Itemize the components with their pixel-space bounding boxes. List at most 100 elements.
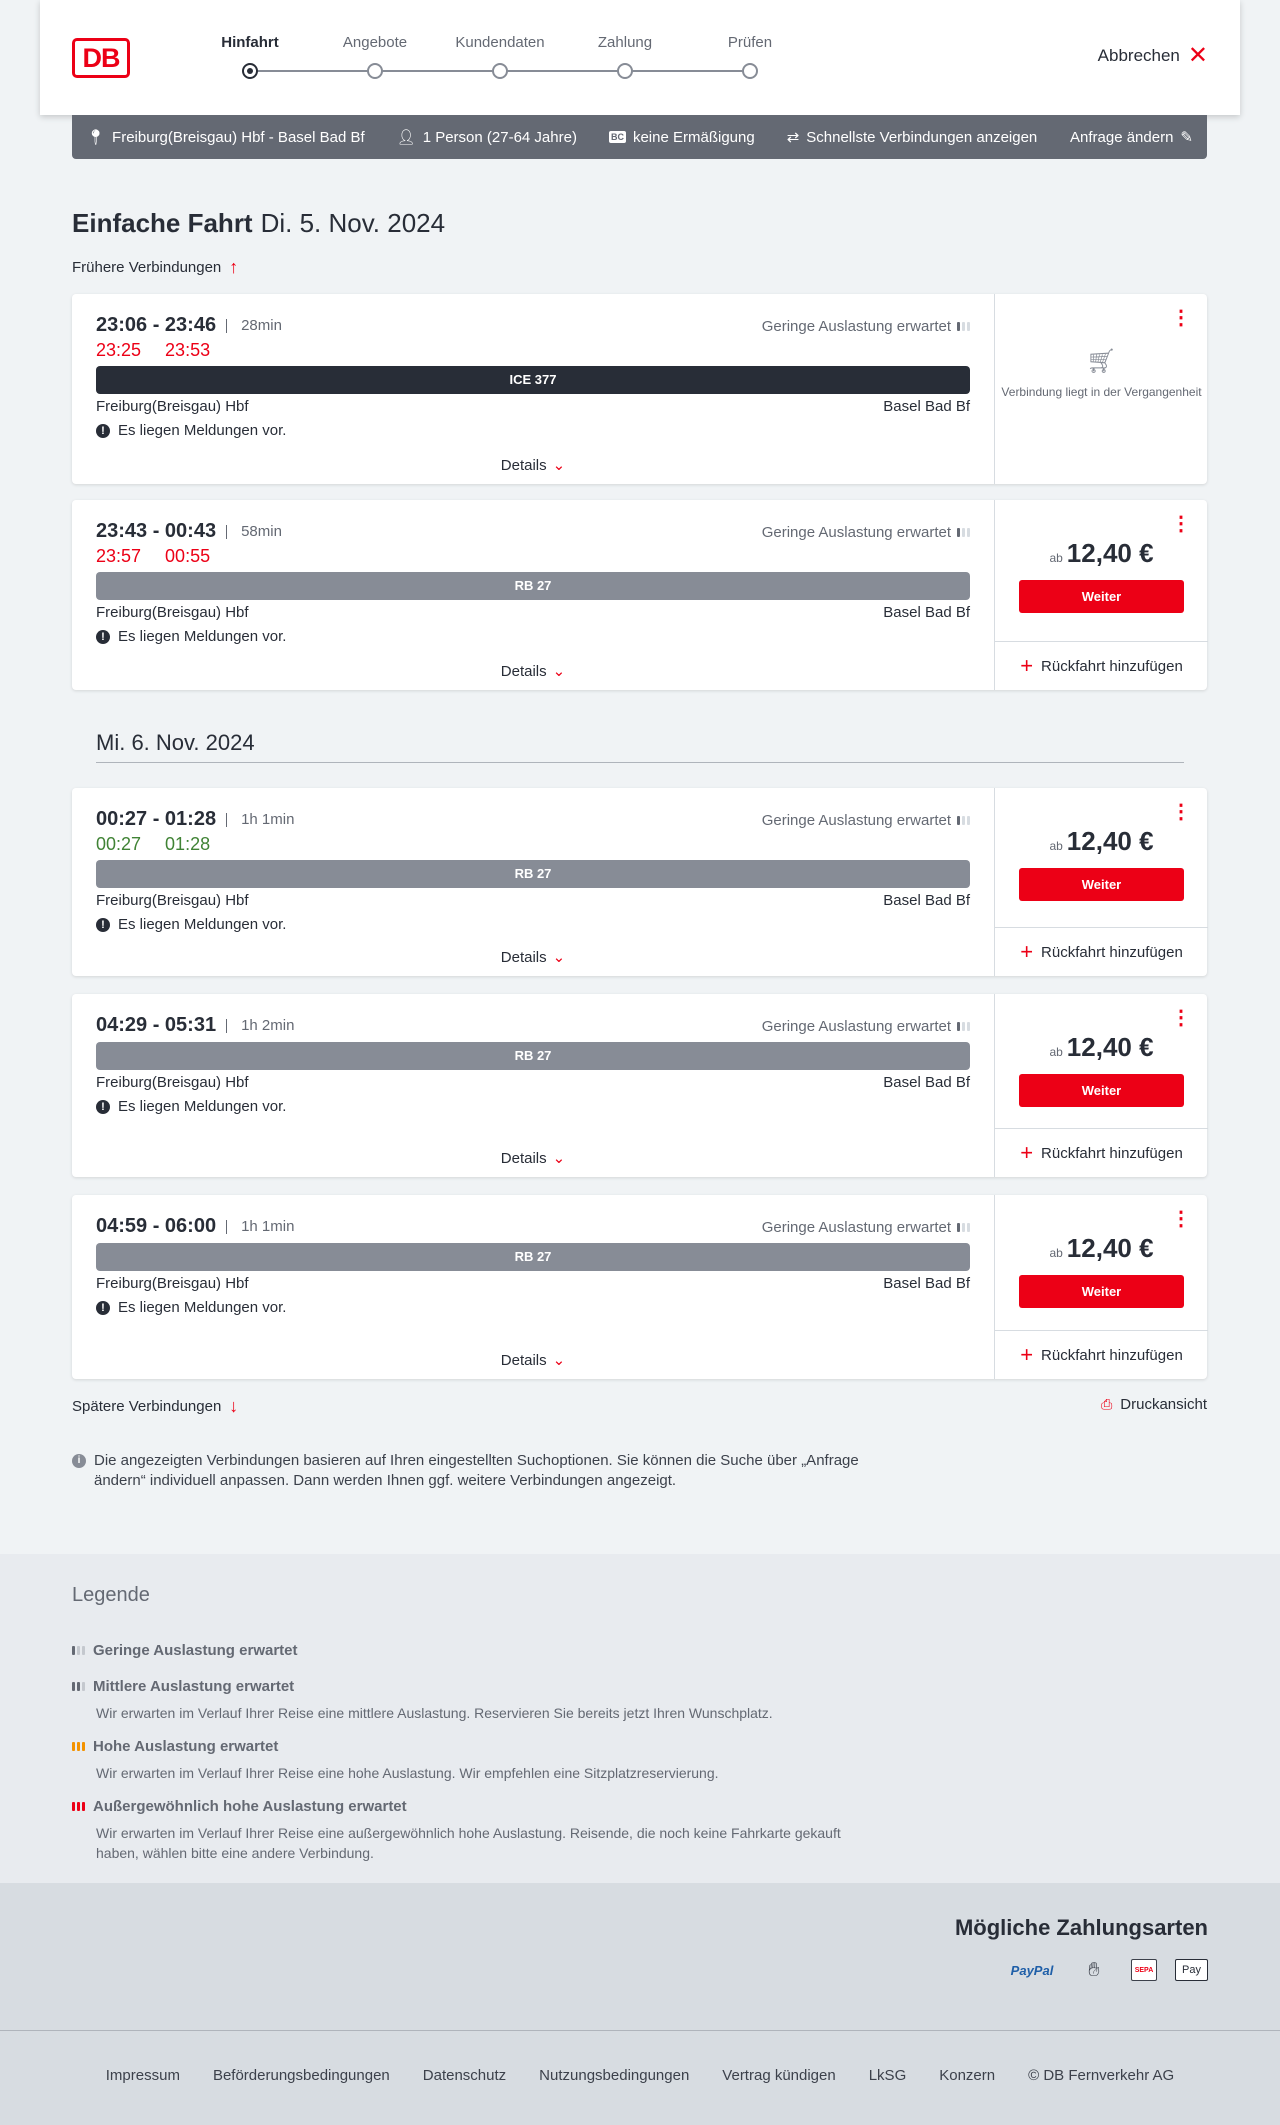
details-label: Details — [500, 1150, 547, 1167]
apple-pay-logo: Pay — [1175, 1959, 1208, 1981]
footer-link-0[interactable]: Impressum — [105, 2067, 180, 2084]
later-connections-link[interactable]: Spätere Verbindungen ↓ — [72, 1396, 238, 1417]
train-bar[interactable]: RB 27 — [96, 860, 970, 888]
add-return-button[interactable]: + Rückfahrt hinzufügen — [995, 1330, 1208, 1379]
continue-button[interactable]: Weiter — [1019, 868, 1184, 901]
cancel-button[interactable]: Abbrechen ✕ — [1098, 44, 1208, 68]
duration: 28min — [226, 318, 282, 333]
realtime-arrival: 00:55 — [165, 546, 211, 566]
continue-button[interactable]: Weiter — [1019, 1275, 1184, 1308]
chevron-down-icon: ⌄ — [552, 457, 566, 474]
occupancy-text: Geringe Auslastung erwartet — [761, 1018, 951, 1035]
add-return-button[interactable]: + Rückfahrt hinzufügen — [995, 927, 1208, 976]
origin-station: Freiburg(Breisgau) Hbf — [96, 1275, 249, 1292]
messages-notice: ! Es liegen Meldungen vor. — [96, 916, 286, 933]
persons-info: 👤︎ 1 Person (27-64 Jahre) — [397, 128, 577, 147]
legend-item-desc: Wir erwarten im Verlauf Ihrer Reise eine… — [96, 1765, 719, 1781]
swap-icon: ⇄ — [786, 129, 800, 146]
origin-station: Freiburg(Breisgau) Hbf — [96, 1074, 249, 1091]
details-label: Details — [500, 1352, 547, 1369]
footer-link-4[interactable]: Vertrag kündigen — [722, 2067, 836, 2084]
continue-button[interactable]: Weiter — [1019, 1074, 1184, 1107]
footer-link-1[interactable]: Beförderungsbedingungen — [212, 2067, 390, 2084]
details-toggle[interactable]: Details ⌄ — [96, 662, 970, 680]
earlier-connections-link[interactable]: Frühere Verbindungen ↑ — [72, 257, 238, 278]
step-dot-2[interactable] — [492, 63, 508, 79]
query-summary-bar: 📍︎ Freiburg(Breisgau) Hbf - Basel Bad Bf … — [72, 115, 1207, 159]
trip-type: Einfache Fahrt — [72, 208, 253, 238]
info-note: i Die angezeigten Verbindungen basieren a… — [72, 1451, 872, 1491]
plus-icon: + — [1020, 1342, 1034, 1367]
step-dot-1[interactable] — [367, 63, 383, 79]
step-dot-0[interactable] — [242, 63, 258, 79]
more-options-icon[interactable]: ⋮ — [1171, 513, 1191, 535]
occupancy-info: Geringe Auslastung erwartet — [762, 1018, 970, 1035]
step-0: Hinfahrt — [221, 34, 279, 51]
step-dot-3[interactable] — [617, 63, 633, 79]
more-options-icon[interactable]: ⋮ — [1171, 1007, 1191, 1029]
persons-text: 1 Person (27-64 Jahre) — [422, 128, 577, 146]
edit-query-button[interactable]: Anfrage ändern ✎ — [1070, 128, 1193, 147]
occupancy-low-icon — [957, 528, 970, 537]
past-text: Verbindung liegt in der Vergangenheit — [1001, 385, 1202, 399]
apple-pay-text: Pay — [1182, 1964, 1201, 1976]
occupancy-text: Geringe Auslastung erwartet — [761, 1219, 951, 1236]
legend-item-title: Außergewöhnlich hohe Auslastung erwartet — [93, 1798, 407, 1815]
legend-item-title: Geringe Auslastung erwartet — [93, 1642, 298, 1659]
train-bar[interactable]: RB 27 — [96, 572, 970, 600]
occupancy-high-icon — [72, 1742, 85, 1751]
add-return-button[interactable]: + Rückfahrt hinzufügen — [995, 641, 1208, 690]
trip-date: Di. 5. Nov. 2024 — [260, 208, 446, 238]
db-logo[interactable]: DB — [72, 38, 130, 78]
price: ab 12,40 € — [995, 1233, 1208, 1264]
times-text: 23:06 - 23:46 — [96, 314, 217, 336]
fastest-toggle[interactable]: ⇄ Schnellste Verbindungen anzeigen — [786, 128, 1038, 147]
occupancy-info: Geringe Auslastung erwartet — [762, 812, 970, 829]
details-toggle[interactable]: Details ⌄ — [96, 948, 970, 966]
train-bar[interactable]: RB 27 — [96, 1042, 970, 1070]
step-connector — [375, 70, 500, 72]
continue-button[interactable]: Weiter — [1019, 580, 1184, 613]
train-bar[interactable]: RB 27 — [96, 1243, 970, 1271]
price-value: 12,40 € — [1066, 538, 1154, 568]
footer-link-3[interactable]: Nutzungsbedingungen — [539, 2067, 690, 2084]
occupancy-info: Geringe Auslastung erwartet — [762, 318, 970, 335]
more-options-icon[interactable]: ⋮ — [1171, 307, 1191, 329]
add-return-button[interactable]: + Rückfahrt hinzufügen — [995, 1128, 1208, 1177]
details-toggle[interactable]: Details ⌄ — [96, 1149, 970, 1167]
duration: 1h 1min — [226, 812, 294, 827]
arrow-down-icon: ↓ — [229, 1396, 239, 1416]
occupancy-exceptional-icon — [72, 1802, 85, 1811]
legend-item: Außergewöhnlich hohe Auslastung erwartet… — [72, 1798, 872, 1863]
message-text: Es liegen Meldungen vor. — [118, 1299, 287, 1316]
details-label: Details — [500, 949, 547, 966]
footer-link-6[interactable]: Konzern — [939, 2067, 996, 2084]
print-view-link[interactable]: ⎙ Druckansicht — [1101, 1396, 1207, 1413]
route-info: 📍︎ Freiburg(Breisgau) Hbf - Basel Bad Bf — [86, 128, 365, 147]
message-text: Es liegen Meldungen vor. — [118, 1098, 287, 1115]
more-options-icon[interactable]: ⋮ — [1171, 1208, 1191, 1230]
chevron-down-icon: ⌄ — [552, 1150, 566, 1167]
occupancy-low-icon — [957, 1022, 970, 1031]
step-dot-4[interactable] — [742, 63, 758, 79]
past-connection-notice: 🛒︎ Verbindung liegt in der Vergangenheit — [995, 350, 1208, 400]
price-value: 12,40 € — [1066, 1032, 1154, 1062]
alert-icon: ! — [96, 629, 110, 644]
footer-link-5[interactable]: LkSG — [868, 2067, 907, 2084]
legend-item-title: Hohe Auslastung erwartet — [93, 1738, 279, 1755]
chevron-down-icon: ⌄ — [552, 1352, 566, 1369]
duration: 58min — [226, 524, 282, 539]
footer-link-2[interactable]: Datenschutz — [422, 2067, 507, 2084]
train-bar[interactable]: ICE 377 — [96, 366, 970, 394]
price: ab 12,40 € — [995, 538, 1208, 569]
more-options-icon[interactable]: ⋮ — [1171, 801, 1191, 823]
messages-notice: ! Es liegen Meldungen vor. — [96, 1098, 286, 1115]
details-toggle[interactable]: Details ⌄ — [96, 456, 970, 474]
header: DB Hinfahrt Angebote Kundendaten Zahlung Prü… — [40, 0, 1240, 115]
occupancy-low-icon — [72, 1646, 85, 1655]
edit-query-label: Anfrage ändern — [1070, 128, 1174, 146]
details-toggle[interactable]: Details ⌄ — [96, 1351, 970, 1369]
duration: 1h 2min — [226, 1018, 294, 1033]
step-3: Zahlung — [597, 34, 653, 51]
legend-item-title: Mittlere Auslastung erwartet — [93, 1678, 295, 1695]
